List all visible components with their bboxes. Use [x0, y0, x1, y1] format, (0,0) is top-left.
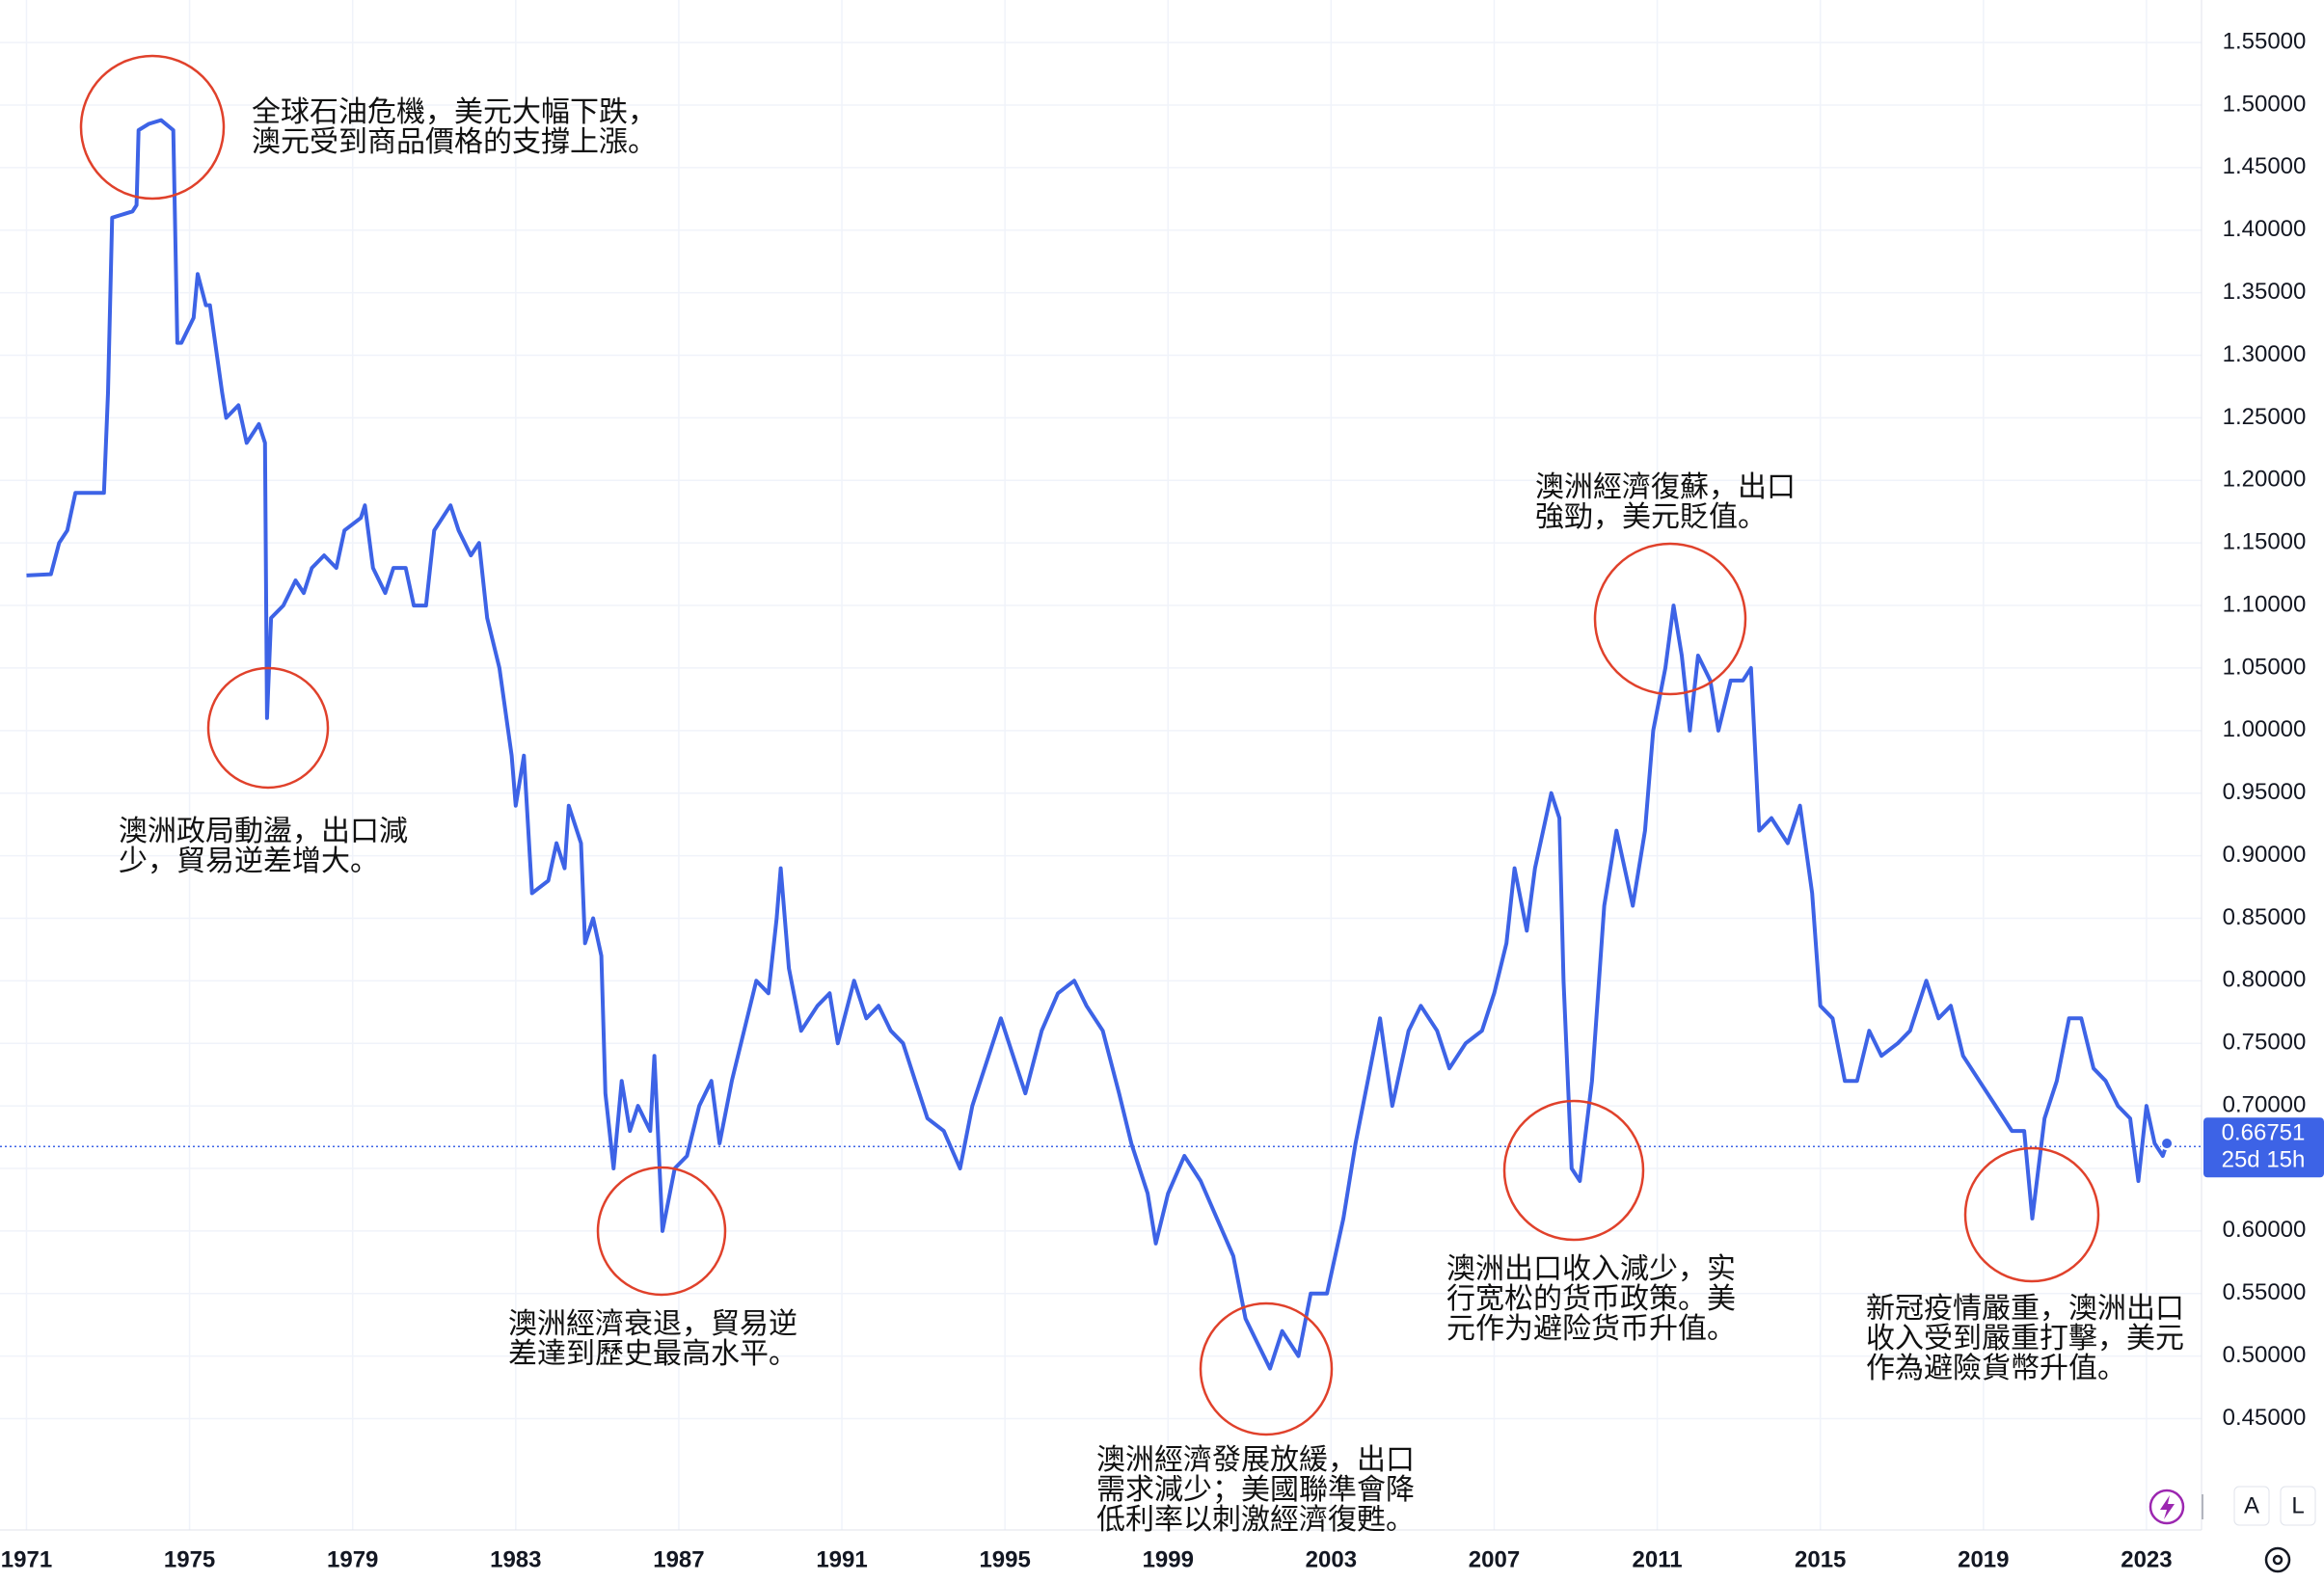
- annotation-text: 澳洲經濟復蘇，出口: [1535, 470, 1796, 504]
- price-tag-value: 0.66751: [2222, 1120, 2306, 1146]
- x-tick-label: 2007: [1469, 1546, 1520, 1572]
- annotation-circle: [1502, 1099, 1645, 1242]
- annotation-text: 澳洲經濟發展放緩，出口: [1096, 1443, 1415, 1477]
- annotation-text: 需求減少；美國聯準會降: [1096, 1473, 1415, 1507]
- annotation-circle: [1199, 1301, 1334, 1436]
- gear-outline[interactable]: [2264, 1546, 2291, 1573]
- annotation-text: 行宽松的货币政策。美: [1446, 1282, 1736, 1316]
- x-tick-label: 1999: [1143, 1546, 1194, 1572]
- y-tick-label: 1.10000: [2223, 591, 2307, 617]
- x-tick-label: 1983: [490, 1546, 541, 1572]
- y-tick-label: 0.70000: [2223, 1091, 2307, 1117]
- last-point: [2160, 1137, 2175, 1151]
- annotation-text: 差達到歷史最高水平。: [508, 1337, 797, 1371]
- y-tick-label: 1.55000: [2223, 28, 2307, 54]
- y-tick-label: 1.00000: [2223, 716, 2307, 742]
- lightning-button[interactable]: [2148, 1489, 2185, 1525]
- y-tick-label: 0.60000: [2223, 1217, 2307, 1243]
- y-tick-label: 1.20000: [2223, 467, 2307, 493]
- annotation-text: 元作为避险货币升值。: [1446, 1312, 1736, 1346]
- settings-button[interactable]: [2264, 1546, 2291, 1573]
- y-tick-label: 1.50000: [2223, 91, 2307, 117]
- annotation-text: 低利率以刺激經濟復甦。: [1096, 1503, 1415, 1537]
- x-tick-label: 2003: [1306, 1546, 1357, 1572]
- annotation-text: 澳洲經濟衰退，貿易逆: [508, 1307, 797, 1341]
- annotation-circle: [596, 1166, 727, 1297]
- y-tick-label: 0.95000: [2223, 779, 2307, 805]
- y-tick-label: 0.45000: [2223, 1405, 2307, 1431]
- x-tick-label: 1995: [979, 1546, 1030, 1572]
- price-tag-countdown: 25d 15h: [2222, 1147, 2306, 1173]
- x-tick-label: 1987: [653, 1546, 704, 1572]
- scale-button-box[interactable]: [2280, 1486, 2316, 1526]
- annotation-text: 澳洲政局動盪，出口減: [119, 815, 408, 848]
- y-tick-label: 0.90000: [2223, 842, 2307, 868]
- y-tick-label: 1.30000: [2223, 341, 2307, 367]
- x-tick-label: 1979: [327, 1546, 378, 1572]
- annotation-text: 澳洲出口收入減少，实: [1446, 1252, 1736, 1286]
- x-tick-label: 1991: [816, 1546, 867, 1572]
- y-tick-label: 1.15000: [2223, 529, 2307, 555]
- x-tick-label: 2015: [1795, 1546, 1846, 1572]
- y-tick-label: 0.55000: [2223, 1279, 2307, 1305]
- y-tick-label: 1.25000: [2223, 404, 2307, 430]
- annotation-circle: [1963, 1146, 2100, 1283]
- y-tick-label: 0.80000: [2223, 967, 2307, 993]
- scale-button[interactable]: A: [2233, 1486, 2270, 1526]
- annotation-text: 少，貿易逆差增大。: [119, 845, 379, 878]
- scale-button[interactable]: L: [2280, 1486, 2316, 1526]
- y-tick-label: 1.05000: [2223, 654, 2307, 680]
- annotation-text: 全球石油危機，美元大幅下跌，: [252, 95, 657, 129]
- annotation-circle: [1593, 542, 1747, 696]
- price-line: [26, 118, 2169, 1371]
- x-tick-label: 1971: [1, 1546, 52, 1572]
- scale-button-label[interactable]: L: [2291, 1492, 2304, 1518]
- y-tick-label: 1.45000: [2223, 153, 2307, 179]
- price-tag: [2203, 1117, 2324, 1178]
- x-tick-label: 2011: [1633, 1546, 1683, 1572]
- y-tick-label: 0.85000: [2223, 904, 2307, 930]
- x-tick-label: 1975: [164, 1546, 215, 1572]
- annotation-text: 澳元受到商品價格的支撐上漲。: [252, 125, 657, 159]
- lightning-icon[interactable]: [2160, 1495, 2175, 1519]
- gear-center[interactable]: [2272, 1554, 2283, 1566]
- annotation-circle: [206, 666, 330, 790]
- annotation-text: 收入受到嚴重打擊，美元: [1866, 1322, 2184, 1355]
- x-tick-label: 2019: [1958, 1546, 2009, 1572]
- y-tick-label: 0.75000: [2223, 1030, 2307, 1056]
- scale-button-box[interactable]: [2233, 1486, 2270, 1526]
- lightning-ring[interactable]: [2148, 1489, 2185, 1525]
- y-tick-label: 0.50000: [2223, 1342, 2307, 1368]
- scale-button-label[interactable]: A: [2244, 1492, 2259, 1518]
- y-tick-label: 1.40000: [2223, 216, 2307, 242]
- annotation-circle: [79, 54, 226, 201]
- grid: [0, 0, 2202, 1530]
- annotation-text: 新冠疫情嚴重，澳洲出口: [1866, 1292, 2184, 1326]
- y-tick-label: 1.35000: [2223, 279, 2307, 305]
- annotation-text: 作為避險貨幣升值。: [1866, 1352, 2126, 1385]
- x-tick-label: 2023: [2121, 1546, 2172, 1572]
- annotation-text: 強勁，美元貶值。: [1535, 500, 1767, 534]
